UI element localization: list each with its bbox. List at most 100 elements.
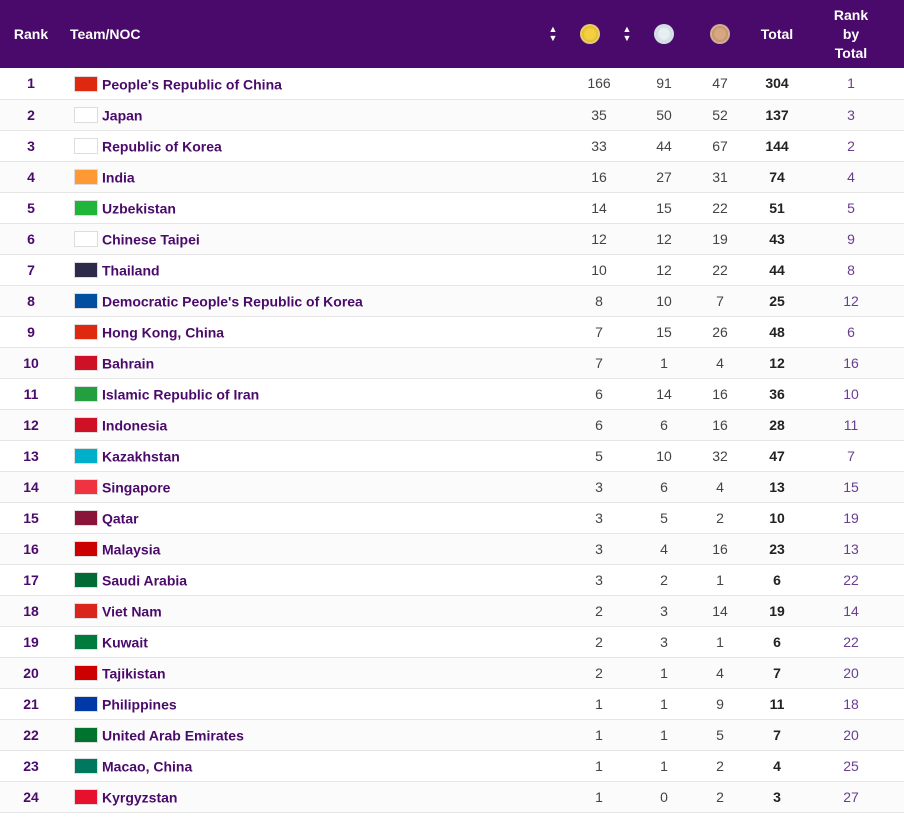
team-cell[interactable]: People's Republic of China	[62, 68, 562, 99]
team-name[interactable]: Bahrain	[102, 355, 155, 372]
table-row[interactable]: 13 Kazakhstan 5 10 32 47 7	[0, 440, 904, 471]
table-row[interactable]: 19 Kuwait 2 3 1 6 22	[0, 626, 904, 657]
team-name[interactable]: Macao, China	[102, 758, 193, 775]
table-row[interactable]: 8 Democratic People's Republic of Korea 8 1…	[0, 285, 904, 316]
team-cell[interactable]: Hong Kong, China	[62, 316, 562, 347]
team-name[interactable]: India	[102, 169, 135, 186]
team-cell[interactable]: Kazakhstan	[62, 440, 562, 471]
gold-sort-icon[interactable]: ▲ ▼	[622, 23, 632, 43]
rank-cell: 17	[23, 571, 39, 588]
gold-cell: 3	[595, 540, 603, 557]
team-cell[interactable]: Indonesia	[62, 409, 562, 440]
team-cell[interactable]: Qatar	[62, 502, 562, 533]
team-name[interactable]: Hong Kong, China	[102, 324, 225, 341]
table-row[interactable]: 9 Hong Kong, China 7 15 26 48 6	[0, 316, 904, 347]
table-row[interactable]: 17 Saudi Arabia 3 2 1 6 22	[0, 564, 904, 595]
rank-by-total-header[interactable]: Rank by Total	[806, 0, 896, 68]
table-row[interactable]: 20 Tajikistan 2 1 4 7 20	[0, 657, 904, 688]
flag-icon	[74, 75, 98, 92]
team-name[interactable]: United Arab Emirates	[102, 727, 244, 744]
flag-icon	[74, 541, 98, 558]
table-row[interactable]: 3 Republic of Korea 33 44 67 144 2	[0, 130, 904, 161]
team-name[interactable]: Viet Nam	[102, 603, 162, 620]
table-row[interactable]: 22 United Arab Emirates 1 1 5 7 20	[0, 719, 904, 750]
team-name[interactable]: Philippines	[102, 696, 177, 713]
table-row[interactable]: 16 Malaysia 3 4 16 23 13	[0, 533, 904, 564]
team-cell[interactable]: India	[62, 161, 562, 192]
table-row[interactable]: 5 Uzbekistan 14 15 22 51 5	[0, 192, 904, 223]
gold-header[interactable]	[562, 0, 618, 68]
table-row[interactable]: 12 Indonesia 6 6 16 28 11	[0, 409, 904, 440]
table-row[interactable]: 24 Kyrgyzstan 1 0 2 3 27	[0, 781, 904, 812]
team-name[interactable]: Kazakhstan	[102, 448, 180, 465]
team-name[interactable]: Tajikistan	[102, 665, 166, 682]
team-header[interactable]: Team/NOC	[70, 26, 141, 42]
table-row[interactable]: 2 Japan 35 50 52 137 3	[0, 99, 904, 130]
team-cell[interactable]: Kyrgyzstan	[62, 781, 562, 812]
rank-header[interactable]: Rank	[13, 26, 49, 42]
rank-cell: 15	[23, 509, 39, 526]
team-cell[interactable]: Tajikistan	[62, 657, 562, 688]
team-cell[interactable]: Malaysia	[62, 533, 562, 564]
team-name[interactable]: Singapore	[102, 479, 171, 496]
team-cell[interactable]: Viet Nam	[62, 595, 562, 626]
table-row[interactable]: 4 India 16 27 31 74 4	[0, 161, 904, 192]
team-name[interactable]: Kuwait	[102, 634, 148, 651]
table-row[interactable]: 6 Chinese Taipei 12 12 19 43 9	[0, 223, 904, 254]
team-name[interactable]: People's Republic of China	[102, 75, 282, 92]
team-cell[interactable]: Chinese Taipei	[62, 223, 562, 254]
table-row[interactable]: 10 Bahrain 7 1 4 12 16	[0, 347, 904, 378]
team-name[interactable]: Democratic People's Republic of Korea	[102, 293, 363, 310]
team-cell[interactable]: Islamic Republic of Iran	[62, 378, 562, 409]
team-cell[interactable]: Philippines	[62, 688, 562, 719]
bronze-header[interactable]	[692, 0, 748, 68]
team-name[interactable]: Qatar	[102, 510, 139, 527]
gold-cell: 7	[595, 323, 603, 340]
team-cell[interactable]: Republic of Korea	[62, 130, 562, 161]
team-cell[interactable]: United Arab Emirates	[62, 719, 562, 750]
table-row[interactable]: 7 Thailand 10 12 22 44 8	[0, 254, 904, 285]
team-name[interactable]: Indonesia	[102, 417, 168, 434]
gold-cell: 7	[595, 354, 603, 371]
team-name[interactable]: Uzbekistan	[102, 200, 176, 217]
team-name[interactable]: Malaysia	[102, 541, 161, 558]
team-cell[interactable]: Uzbekistan	[62, 192, 562, 223]
team-name[interactable]: Japan	[102, 107, 143, 124]
team-cell[interactable]: Singapore	[62, 471, 562, 502]
total-cell: 74	[769, 168, 785, 185]
team-name[interactable]: Republic of Korea	[102, 138, 222, 155]
table-row[interactable]: 18 Viet Nam 2 3 14 19 14	[0, 595, 904, 626]
team-cell[interactable]: Saudi Arabia	[62, 564, 562, 595]
table-row[interactable]: 15 Qatar 3 5 2 10 19	[0, 502, 904, 533]
team-name[interactable]: Islamic Republic of Iran	[102, 386, 260, 403]
row-edge	[896, 440, 904, 471]
team-cell[interactable]: Democratic People's Republic of Korea	[62, 285, 562, 316]
row-edge	[896, 595, 904, 626]
team-sort-icon[interactable]: ▲ ▼	[548, 23, 558, 43]
team-name[interactable]: Chinese Taipei	[102, 231, 200, 248]
row-edge	[896, 657, 904, 688]
team-cell[interactable]: Thailand	[62, 254, 562, 285]
silver-cell: 27	[656, 168, 672, 185]
team-cell[interactable]: Macao, China	[62, 750, 562, 781]
table-row[interactable]: 11 Islamic Republic of Iran 6 14 16 36 10	[0, 378, 904, 409]
silver-cell: 2	[660, 571, 668, 588]
silver-header[interactable]	[636, 0, 692, 68]
table-row[interactable]: 1 People's Republic of China 166 91 47 304 1	[0, 68, 904, 99]
rank-by-total-cell: 20	[843, 664, 859, 681]
table-row[interactable]: 14 Singapore 3 6 4 13 15	[0, 471, 904, 502]
team-cell[interactable]: Kuwait	[62, 626, 562, 657]
total-header[interactable]: Total	[760, 26, 794, 42]
rank-by-total-cell: 6	[847, 323, 855, 340]
flag-icon	[74, 479, 98, 496]
team-cell[interactable]: Japan	[62, 99, 562, 130]
team-name[interactable]: Saudi Arabia	[102, 572, 188, 589]
team-name[interactable]: Thailand	[102, 262, 160, 279]
table-row[interactable]: 23 Macao, China 1 1 2 4 25	[0, 750, 904, 781]
rank-cell: 6	[27, 230, 35, 247]
table-row[interactable]: 21 Philippines 1 1 9 11 18	[0, 688, 904, 719]
team-name[interactable]: Kyrgyzstan	[102, 789, 178, 806]
team-cell[interactable]: Bahrain	[62, 347, 562, 378]
total-cell: 12	[769, 354, 785, 371]
